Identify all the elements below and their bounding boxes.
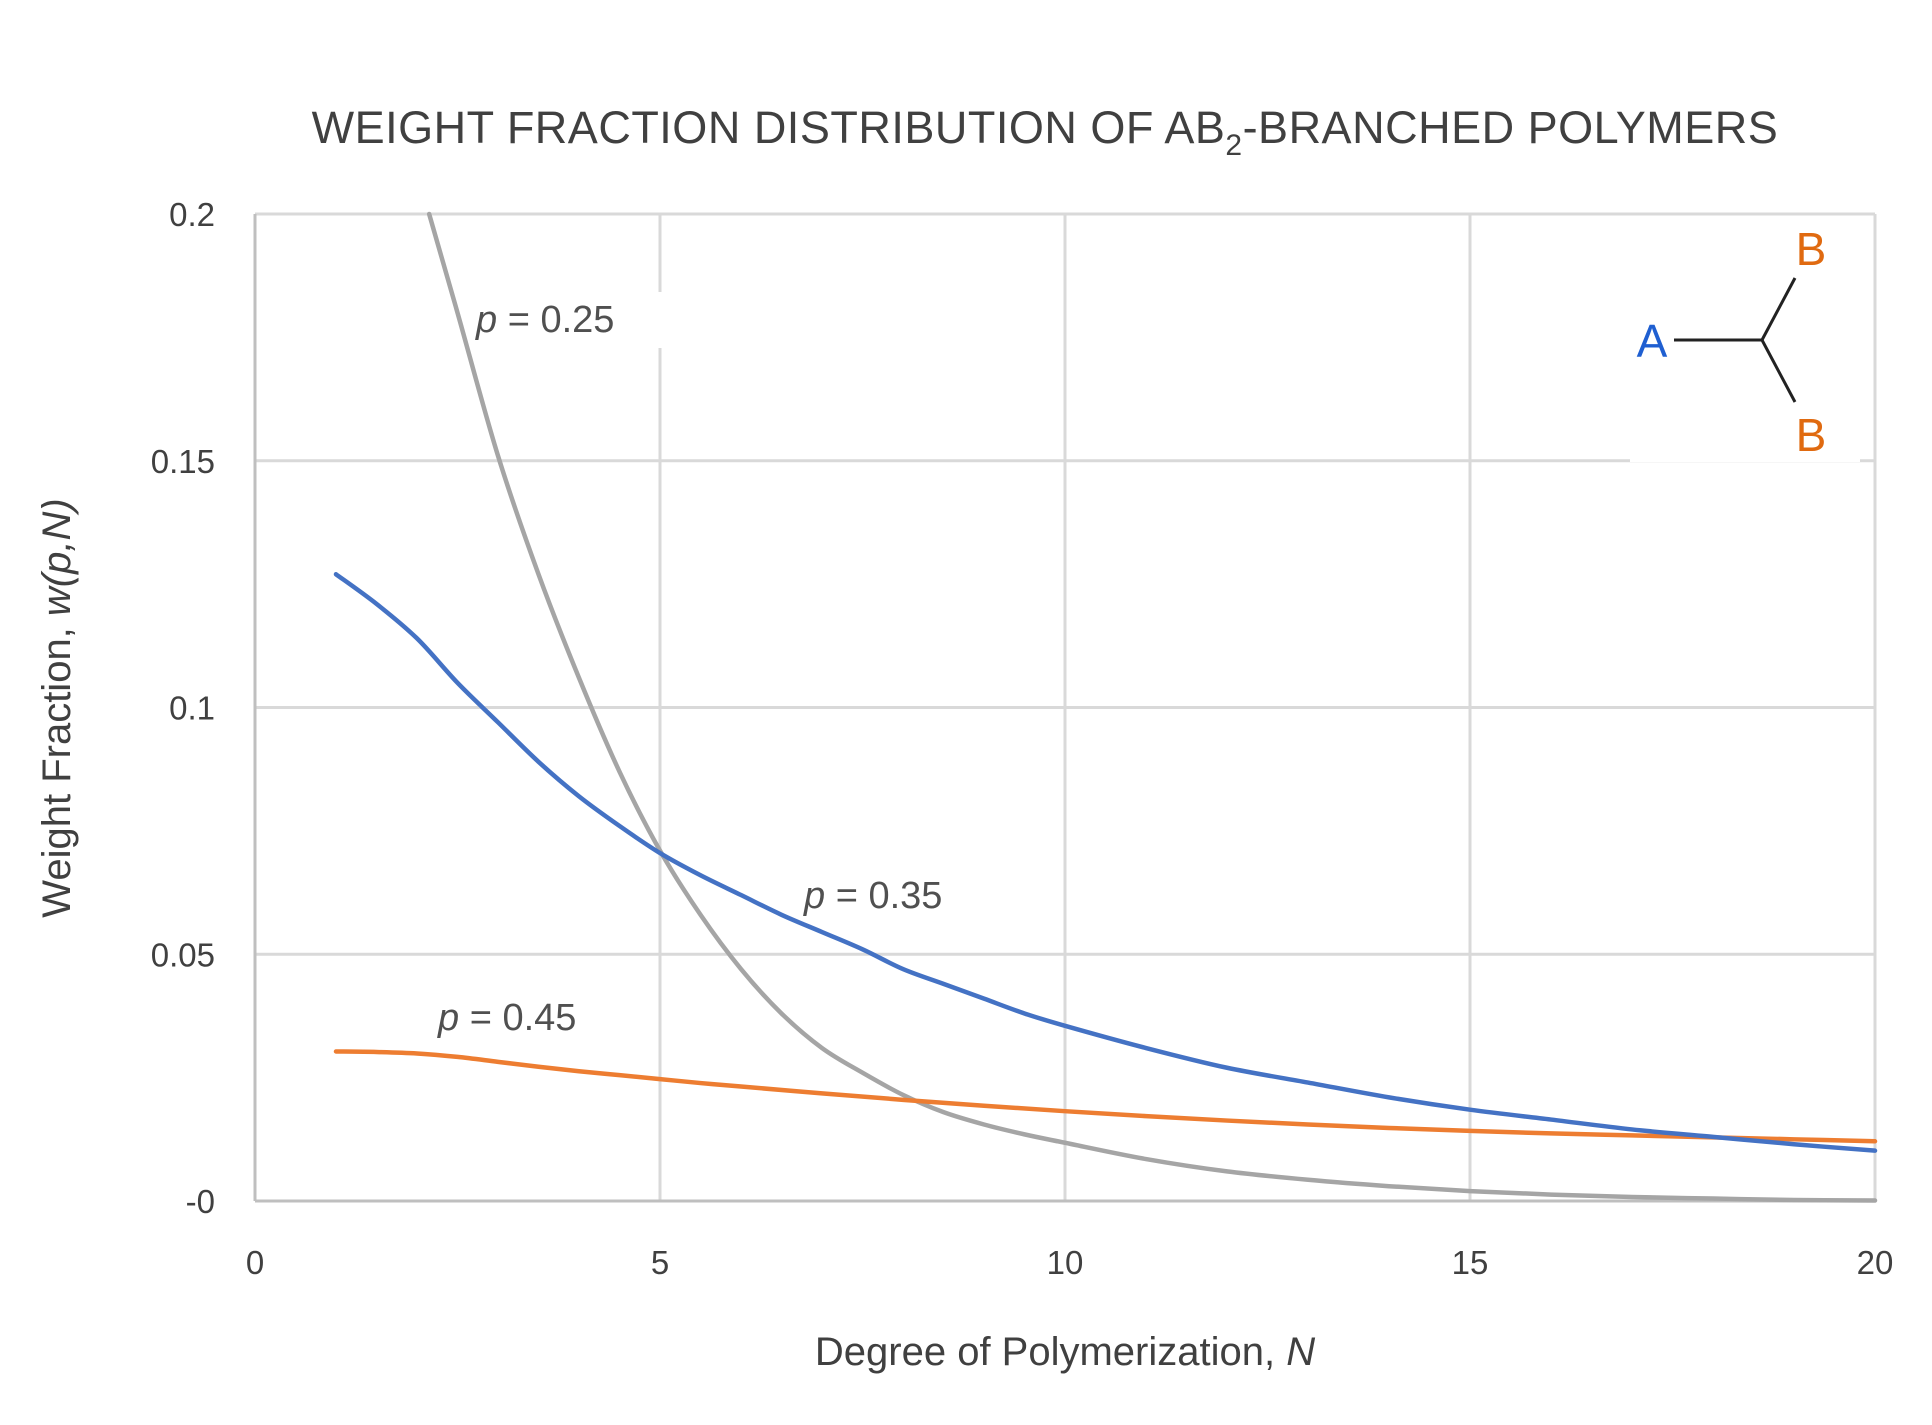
label-p045-rest: = 0.45 xyxy=(459,997,576,1039)
p025-label-background xyxy=(470,292,662,348)
x-tick-label: 20 xyxy=(1857,1244,1894,1281)
y-axis-title-text: Weight Fraction, xyxy=(35,616,79,918)
y-tick-label: -0 xyxy=(186,1183,215,1220)
label-p035-rest: = 0.35 xyxy=(825,875,942,917)
atom-b-bottom: B xyxy=(1796,409,1827,461)
atom-a: A xyxy=(1637,315,1668,367)
series-line-p025 xyxy=(426,211,1878,1203)
bond-b-top xyxy=(1760,277,1797,341)
chart-title-subscript: 2 xyxy=(1225,129,1242,162)
label-p045-var: p xyxy=(437,997,459,1039)
label-p045: p = 0.45 xyxy=(437,997,576,1039)
series-line-p045 xyxy=(333,1049,1878,1144)
x-axis-title-var: N xyxy=(1286,1330,1315,1374)
label-p025-rest: = 0.25 xyxy=(497,299,614,341)
bond-b-bottom xyxy=(1760,339,1797,403)
molecule-background xyxy=(1630,222,1860,462)
x-axis-title-text: Degree of Polymerization, xyxy=(815,1330,1286,1374)
y-tick-label: 0.15 xyxy=(151,443,215,480)
tick-labels: 0 5 10 15 20 -0 0.05 0.1 0.15 0.2 xyxy=(151,196,1894,1281)
x-tick-label: 0 xyxy=(246,1244,264,1281)
label-p025-var: p xyxy=(475,299,497,341)
y-axis-title-var: w(p,N) xyxy=(35,498,79,616)
ab2-molecule-diagram: A B B xyxy=(1630,222,1860,462)
grid-layer xyxy=(255,212,1877,1201)
x-tick-label: 15 xyxy=(1452,1244,1489,1281)
chart-title-rest: -BRANCHED POLYMERS xyxy=(1243,102,1779,153)
chart-title: WEIGHT FRACTION DISTRIBUTION OF AB2-BRAN… xyxy=(312,102,1779,162)
y-tick-label: 0.05 xyxy=(151,936,215,973)
label-p035-var: p xyxy=(803,875,825,917)
label-p025: p = 0.25 xyxy=(475,299,614,341)
chart-title-main: WEIGHT FRACTION DISTRIBUTION OF AB xyxy=(312,102,1226,153)
axis-layer xyxy=(253,214,1875,1203)
atom-b-top: B xyxy=(1796,223,1827,275)
x-axis-title: Degree of Polymerization, N xyxy=(815,1330,1315,1374)
x-tick-label: 10 xyxy=(1047,1244,1084,1281)
label-p035: p = 0.35 xyxy=(803,875,942,917)
y-tick-label: 0.1 xyxy=(169,690,215,727)
y-axis-title: Weight Fraction, w(p,N) xyxy=(35,498,79,917)
series-layer xyxy=(333,211,1878,1203)
series-line-p035 xyxy=(333,572,1878,1153)
x-tick-label: 5 xyxy=(651,1244,669,1281)
y-tick-label: 0.2 xyxy=(169,196,215,233)
